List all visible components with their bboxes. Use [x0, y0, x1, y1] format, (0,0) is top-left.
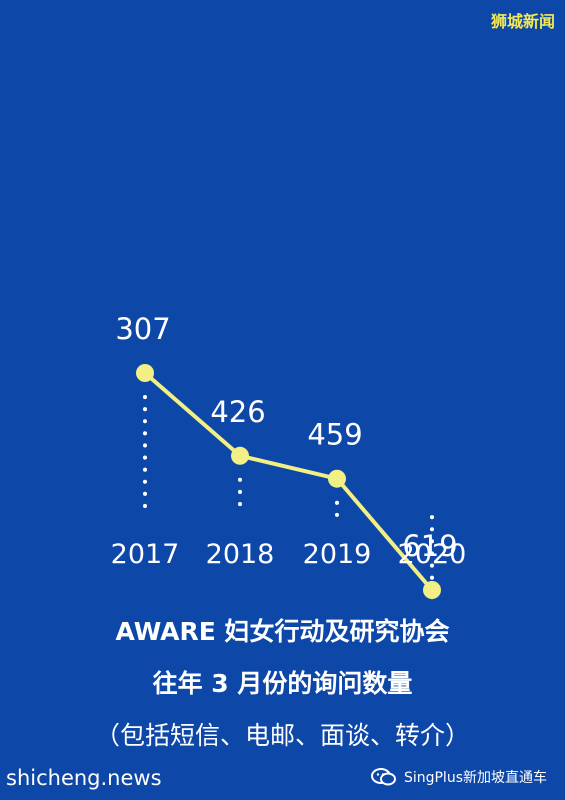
- data-point-2019: [328, 469, 346, 488]
- brand-logo-text: 狮城新闻: [490, 12, 555, 31]
- data-label-2020: 619: [402, 529, 457, 563]
- data-label-2018: 426: [210, 395, 265, 429]
- wechat-icon: [370, 768, 396, 786]
- data-label-2019: 459: [307, 418, 362, 452]
- line-chart: 307 426 459 619 2017 2018 2019 2020: [111, 312, 467, 600]
- caption-note: （包括短信、电邮、面谈、转介）: [94, 721, 470, 750]
- caption-organization: AWARE 妇女行动及研究协会: [115, 617, 450, 646]
- watermark-text: shicheng.news: [6, 766, 162, 790]
- data-point-2017: [136, 364, 154, 382]
- x-tick-label-2018: 2018: [206, 539, 275, 570]
- data-label-2017: 307: [115, 312, 170, 346]
- caption-subject: 往年 3 月份的询问数量: [152, 669, 413, 698]
- data-point-2020: [423, 581, 441, 599]
- wechat-account-badge: SingPlus新加坡直通车: [370, 766, 547, 788]
- data-point-2018: [231, 446, 249, 465]
- x-tick-label-2017: 2017: [111, 539, 180, 570]
- x-tick-label-2019: 2019: [303, 539, 372, 570]
- x-tick-label-2020: 2020: [398, 539, 467, 570]
- series-line: [143, 371, 434, 592]
- wechat-account-name: SingPlus新加坡直通车: [403, 770, 547, 786]
